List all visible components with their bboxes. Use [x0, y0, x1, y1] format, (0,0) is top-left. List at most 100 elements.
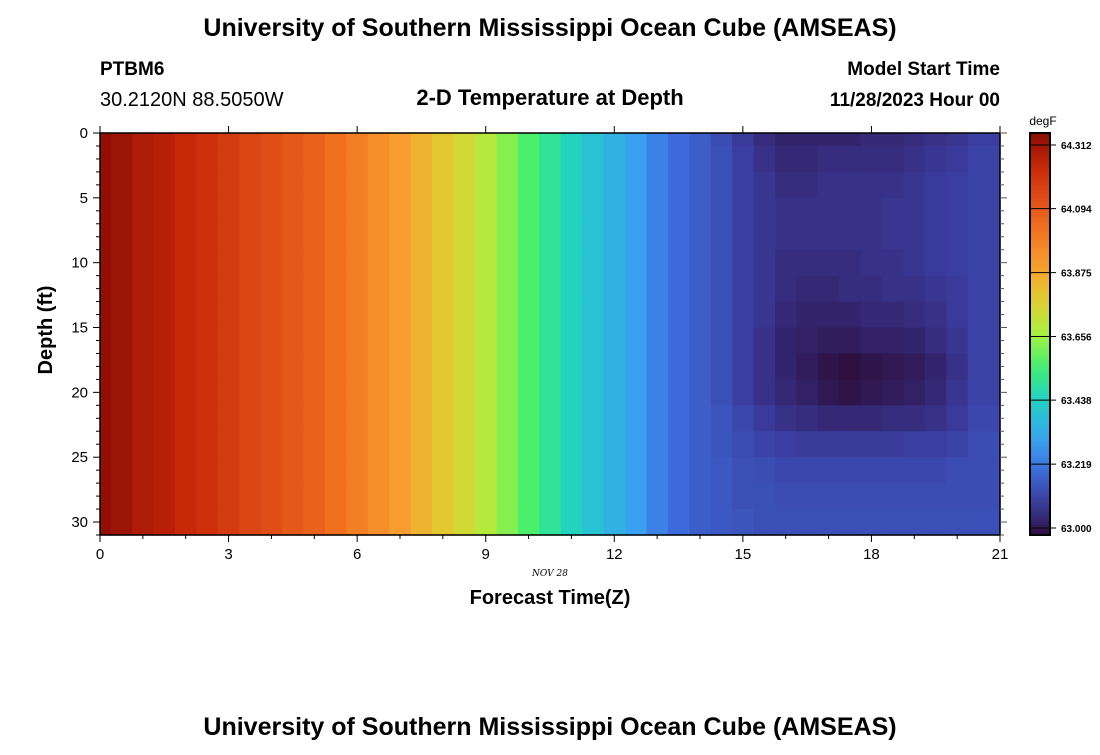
heatmap-cell: [260, 301, 283, 329]
heatmap-cell: [410, 197, 433, 225]
heatmap-cell: [303, 145, 326, 173]
heatmap-cell: [410, 405, 433, 432]
heatmap-cell: [239, 379, 262, 406]
heatmap-cell: [389, 275, 412, 303]
heatmap-cell: [453, 171, 476, 199]
heatmap-cell: [967, 275, 1001, 303]
heatmap-cell: [196, 145, 219, 173]
heatmap-cell: [496, 431, 519, 458]
heatmap-cell: [517, 379, 540, 406]
heatmap-cell: [410, 301, 433, 329]
heatmap-cell: [346, 223, 369, 251]
heatmap-cell: [325, 405, 348, 432]
heatmap-cell: [260, 405, 283, 432]
heatmap-cell: [239, 327, 262, 355]
heatmap-cell: [153, 353, 176, 380]
heatmap-cell: [582, 327, 605, 355]
heatmap-cell: [625, 457, 648, 484]
heatmap-cell: [100, 379, 112, 406]
heatmap-cell: [967, 483, 1001, 510]
heatmap-cell: [582, 223, 605, 251]
heatmap-cell: [367, 509, 390, 536]
heatmap-cell: [625, 483, 648, 510]
heatmap-cell: [110, 431, 133, 458]
x-tick-label: 15: [735, 546, 752, 563]
heatmap-cell: [753, 275, 776, 303]
heatmap-cell: [410, 457, 433, 484]
heatmap-cell: [967, 431, 1001, 458]
heatmap-cell: [667, 353, 690, 380]
heatmap-cell: [753, 171, 776, 199]
heatmap-cell: [796, 249, 819, 277]
heatmap-cell: [560, 483, 583, 510]
heatmap-cell: [925, 171, 948, 199]
heatmap-cell: [153, 327, 176, 355]
heatmap-cell: [389, 405, 412, 432]
heatmap-cell: [753, 509, 776, 536]
heatmap-cell: [753, 483, 776, 510]
heatmap-cell: [196, 431, 219, 458]
heatmap-cell: [153, 171, 176, 199]
x-tick-label: 3: [224, 546, 232, 563]
heatmap-cell: [239, 301, 262, 329]
heatmap-cell: [196, 197, 219, 225]
heatmap-cell: [432, 327, 455, 355]
heatmap-cell: [453, 223, 476, 251]
heatmap-cell: [667, 197, 690, 225]
heatmap-cell: [367, 249, 390, 277]
heatmap-cell: [217, 301, 240, 329]
heatmap-cell: [817, 223, 840, 251]
heatmap-cell: [346, 145, 369, 173]
heatmap-cell: [367, 171, 390, 199]
heatmap-cell: [882, 483, 905, 510]
heatmap-cell: [367, 327, 390, 355]
colorbar: [1029, 132, 1051, 536]
heatmap-cell: [432, 483, 455, 510]
heatmap-cell: [539, 275, 562, 303]
heatmap-cell: [196, 249, 219, 277]
heatmap-cell: [667, 301, 690, 329]
heatmap-cell: [325, 301, 348, 329]
heatmap-cell: [196, 483, 219, 510]
heatmap-cell: [839, 275, 862, 303]
heatmap-cell: [925, 431, 948, 458]
heatmap-cell: [110, 379, 133, 406]
heatmap-cell: [689, 431, 712, 458]
heatmap-cell: [710, 171, 733, 199]
heatmap-cell: [603, 171, 626, 199]
heatmap-cell: [282, 301, 305, 329]
heatmap-cell: [475, 145, 498, 173]
heatmap-cell: [110, 145, 133, 173]
heatmap-cell: [389, 353, 412, 380]
heatmap-cell: [539, 457, 562, 484]
heatmap-cell: [796, 379, 819, 406]
heatmap-cell: [775, 353, 798, 380]
heatmap-cell: [132, 457, 155, 484]
heatmap-cell: [625, 405, 648, 432]
heatmap-cell: [100, 327, 112, 355]
heatmap-cell: [346, 509, 369, 536]
heatmap-cell: [453, 275, 476, 303]
heatmap-cell: [646, 379, 669, 406]
heatmap-cell: [325, 353, 348, 380]
heatmap-cell: [667, 133, 690, 147]
heatmap-cell: [260, 197, 283, 225]
heatmap-cell: [346, 133, 369, 147]
heatmap-cell: [282, 145, 305, 173]
x-tick-label: 0: [96, 546, 104, 563]
heatmap-cell: [100, 431, 112, 458]
heatmap-cell: [346, 379, 369, 406]
heatmap-cell: [796, 197, 819, 225]
heatmap-cell: [217, 223, 240, 251]
heatmap-cell: [710, 379, 733, 406]
heatmap-cell: [282, 431, 305, 458]
heatmap-cell: [539, 353, 562, 380]
heatmap-cell: [239, 145, 262, 173]
heatmap-cell: [100, 405, 112, 432]
colorbar-tick-label: 63.000: [1061, 524, 1092, 535]
heatmap-cell: [667, 483, 690, 510]
heatmap-cell: [646, 223, 669, 251]
heatmap-cell: [432, 223, 455, 251]
heatmap-cell: [882, 133, 905, 147]
heatmap-cell: [282, 223, 305, 251]
